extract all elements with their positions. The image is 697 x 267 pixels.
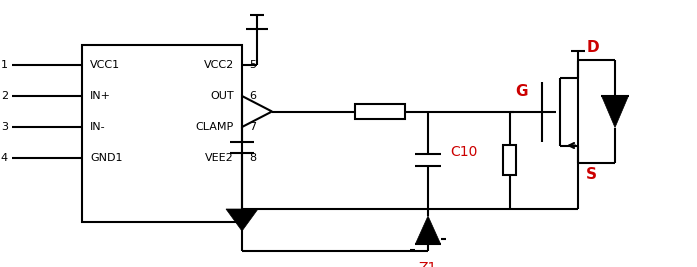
Text: S: S xyxy=(586,167,597,182)
Text: C10: C10 xyxy=(450,145,477,159)
Polygon shape xyxy=(226,209,258,231)
Bar xyxy=(355,104,405,119)
Text: IN-: IN- xyxy=(90,122,106,132)
Text: VCC2: VCC2 xyxy=(204,60,234,70)
Text: 6: 6 xyxy=(249,91,256,101)
Text: 4: 4 xyxy=(1,153,8,163)
Text: 7: 7 xyxy=(249,122,256,132)
Text: 1: 1 xyxy=(1,60,8,70)
Text: 2: 2 xyxy=(1,91,8,101)
Text: VCC1: VCC1 xyxy=(90,60,120,70)
Bar xyxy=(503,145,516,175)
Text: CLAMP: CLAMP xyxy=(196,122,234,132)
Polygon shape xyxy=(415,216,441,244)
Text: VEE2: VEE2 xyxy=(205,153,234,163)
Text: 8: 8 xyxy=(249,153,256,163)
Text: GND1: GND1 xyxy=(90,153,123,163)
Bar xyxy=(82,45,242,222)
Text: OUT: OUT xyxy=(210,91,234,101)
Text: 5: 5 xyxy=(249,60,256,70)
Text: IN+: IN+ xyxy=(90,91,111,101)
Polygon shape xyxy=(602,96,629,128)
Text: D: D xyxy=(587,40,599,55)
Text: G: G xyxy=(516,84,528,99)
Text: 3: 3 xyxy=(1,122,8,132)
Text: Z1: Z1 xyxy=(419,261,437,267)
